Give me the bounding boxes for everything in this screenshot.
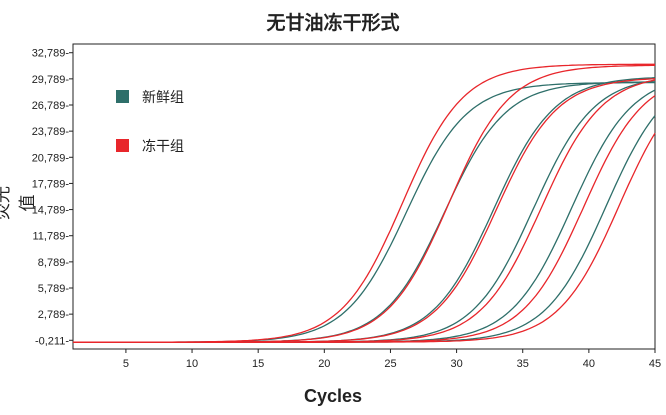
y-tick-label: 2,789- (38, 309, 70, 321)
legend-swatch-1 (116, 90, 129, 103)
series-line-10 (73, 79, 656, 343)
x-tick-label: 40 (583, 358, 595, 370)
x-tick-label: 20 (318, 358, 330, 370)
y-tick-label: 29,789- (32, 74, 70, 86)
series-line-11 (73, 95, 656, 343)
y-tick-label: 32,789- (32, 48, 70, 60)
x-tick-label: 30 (450, 358, 462, 370)
y-tick-label: 17,789- (32, 178, 70, 190)
y-tick-label: 14,789- (32, 205, 70, 217)
y-tick-label: 11,789- (33, 231, 70, 243)
y-tick-label: 5,789- (38, 283, 70, 295)
x-tick-label: 45 (649, 358, 661, 370)
series-line-9 (73, 78, 656, 343)
series-line-5 (73, 89, 656, 343)
series-line-12 (73, 132, 656, 343)
y-tick-label: -0,211- (35, 335, 69, 347)
y-tick-label: 8,789- (38, 257, 70, 269)
y-tick-label: 26,789- (32, 100, 70, 112)
y-tick-label: 20,789- (32, 152, 70, 164)
series-line-1 (73, 81, 655, 343)
series-line-4 (73, 79, 656, 343)
legend-label-2: 冻干组 (142, 138, 184, 155)
chart-title: 无甘油冻干形式 (266, 12, 400, 34)
x-tick-label: 15 (252, 358, 264, 370)
legend-label-1: 新鲜组 (142, 90, 184, 106)
x-tick-label: 35 (517, 358, 529, 370)
x-tick-label: 5 (123, 358, 129, 370)
plot-frame (72, 43, 656, 350)
x-tick-label: 25 (384, 358, 396, 370)
x-axis-label: Cycles (303, 386, 363, 406)
series-line-3 (73, 77, 656, 343)
x-tick-label: 10 (186, 358, 198, 370)
legend-swatch-2 (116, 139, 129, 152)
series-line-2 (73, 81, 655, 343)
y-tick-label: 23,789- (32, 126, 70, 138)
